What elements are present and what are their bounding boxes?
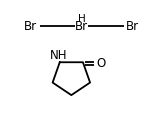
- Text: O: O: [96, 57, 106, 70]
- Text: H: H: [78, 14, 85, 24]
- Text: Br: Br: [126, 20, 139, 33]
- Text: Br: Br: [75, 20, 88, 33]
- Text: Br: Br: [24, 20, 37, 33]
- Text: NH: NH: [50, 49, 67, 62]
